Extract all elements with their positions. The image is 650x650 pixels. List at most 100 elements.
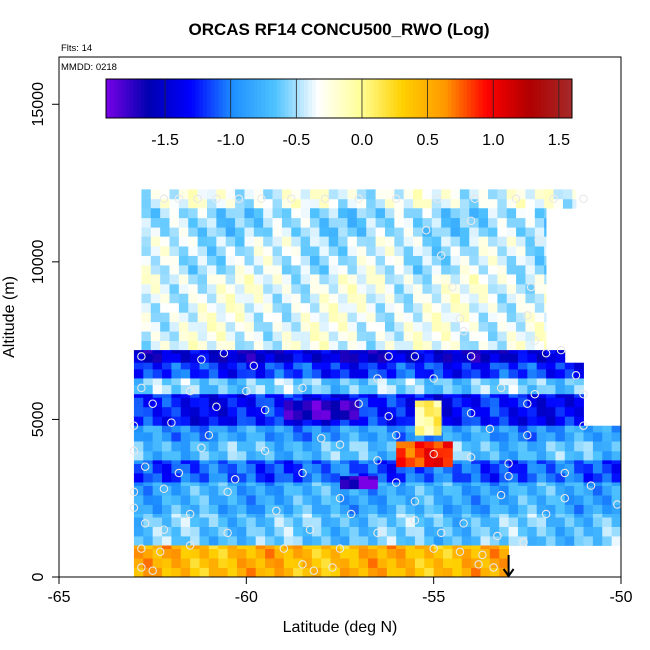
heatmap-cell	[356, 293, 367, 304]
flight-points	[129, 194, 622, 575]
heatmap-cell	[555, 504, 566, 515]
heatmap-cell	[536, 394, 547, 398]
heatmap-cells	[133, 189, 622, 578]
heatmap-cell	[178, 255, 189, 266]
heatmap-cell	[368, 558, 378, 568]
heatmap-cell	[450, 293, 461, 304]
heatmap-cell	[424, 369, 435, 379]
heatmap-cell	[274, 460, 285, 464]
heatmap-cell	[544, 293, 547, 304]
heatmap-cell	[478, 217, 489, 228]
heatmap-cell	[255, 450, 266, 461]
heatmap-cell	[461, 450, 472, 461]
heatmap-cell	[368, 432, 378, 442]
heatmap-cell	[405, 517, 416, 527]
heatmap-cell	[489, 536, 500, 546]
heatmap-cell	[431, 312, 442, 323]
heatmap-cell	[583, 450, 594, 461]
heatmap-cell	[461, 397, 472, 408]
heatmap-cell	[293, 504, 303, 515]
heatmap-cell	[471, 463, 481, 474]
heatmap-cell	[413, 198, 423, 209]
heatmap-cell	[197, 246, 208, 256]
heatmap-cell	[527, 397, 538, 408]
heatmap-cell	[450, 236, 461, 247]
heatmap-cell	[283, 441, 294, 452]
heatmap-cell	[236, 384, 247, 395]
heatmap-cell	[208, 513, 219, 518]
heatmap-cell	[489, 441, 500, 452]
heatmap-cell	[180, 526, 191, 537]
heatmap-cell	[602, 517, 613, 527]
x-tick-label: -60	[235, 589, 258, 606]
sample-point	[298, 468, 307, 478]
heatmap-cell	[190, 485, 200, 496]
heatmap-cell	[469, 321, 480, 332]
heatmap-cell	[424, 463, 435, 474]
heatmap-cell	[133, 548, 144, 559]
heatmap-cell	[340, 504, 350, 515]
colorbar-swatch	[521, 79, 526, 118]
heatmap-cell	[403, 312, 414, 323]
colorbar-swatch	[471, 79, 476, 118]
heatmap-cell	[384, 246, 395, 256]
heatmap-cell	[150, 321, 161, 332]
heatmap-cell	[478, 198, 489, 209]
heatmap-cell	[263, 283, 273, 294]
heatmap-cell	[162, 353, 172, 364]
heatmap-cell	[375, 274, 386, 285]
heatmap-cell	[368, 362, 378, 370]
heatmap-cell	[358, 362, 369, 370]
colorbar-swatch	[168, 79, 173, 118]
heatmap-cell	[265, 482, 275, 486]
heatmap-cell	[188, 208, 199, 219]
heatmap-cell	[178, 189, 189, 200]
heatmap-cell	[133, 384, 144, 395]
heatmap-cell	[160, 302, 170, 313]
heatmap-cell	[424, 517, 435, 527]
heatmap-cell	[424, 406, 435, 417]
heatmap-cell	[253, 255, 264, 266]
heatmap-cell	[190, 425, 200, 433]
heatmap-cell	[384, 208, 395, 219]
sample-point	[148, 566, 157, 575]
heatmap-cell	[459, 293, 470, 304]
heatmap-cell	[349, 400, 360, 411]
heatmap-cell	[459, 312, 470, 323]
heatmap-cell	[255, 536, 266, 546]
heatmap-cell	[235, 217, 245, 228]
heatmap-cell	[236, 350, 247, 354]
heatmap-cell	[199, 482, 210, 486]
sample-point	[328, 563, 337, 572]
sample-point	[391, 478, 401, 487]
colorbar-swatch	[109, 79, 115, 118]
heatmap-cell	[497, 321, 508, 332]
heatmap-cell	[497, 331, 508, 342]
heatmap-cell	[197, 321, 208, 332]
heatmap-cell	[302, 463, 313, 474]
heatmap-cell	[546, 536, 556, 546]
heatmap-cell	[338, 265, 348, 275]
heatmap-cell	[133, 362, 144, 370]
heatmap-cell	[366, 321, 376, 332]
heatmap-cell	[265, 485, 275, 496]
heatmap-cell	[443, 495, 453, 505]
heatmap-cell	[206, 236, 217, 247]
heatmap-cell	[480, 463, 491, 474]
heatmap-cell	[300, 331, 311, 342]
heatmap-cell	[517, 517, 528, 527]
heatmap-cell	[330, 384, 341, 395]
heatmap-cell	[272, 274, 283, 285]
heatmap-cell	[583, 536, 594, 546]
heatmap-cell	[190, 441, 200, 452]
colorbar-swatch	[238, 79, 243, 118]
heatmap-cell	[330, 394, 341, 398]
heatmap-cell	[555, 394, 566, 398]
heatmap-cell	[302, 425, 313, 433]
heatmap-cell	[452, 378, 463, 386]
heatmap-cell	[527, 473, 538, 483]
heatmap-cell	[246, 558, 257, 568]
heatmap-cell	[396, 384, 406, 395]
heatmap-cell	[171, 473, 182, 483]
heatmap-cell	[396, 517, 406, 527]
